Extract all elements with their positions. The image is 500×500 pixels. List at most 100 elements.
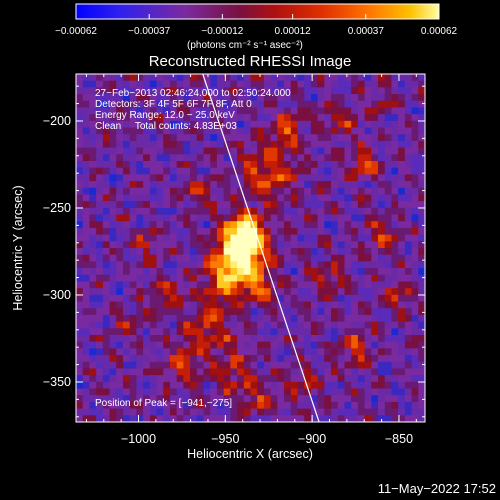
heatmap-cell	[404, 268, 412, 276]
heatmap-cell	[257, 314, 265, 323]
heatmap-cell	[176, 120, 184, 128]
heatmap-cell	[357, 74, 365, 82]
heatmap-cell	[183, 127, 191, 135]
heatmap-cell	[297, 321, 305, 329]
heatmap-cell	[149, 288, 157, 296]
heatmap-cell	[378, 181, 386, 189]
heatmap-cell	[143, 167, 151, 175]
heatmap-cell	[364, 107, 372, 115]
heatmap-cell	[404, 74, 412, 82]
heatmap-cell	[102, 261, 110, 269]
heatmap-cell	[357, 107, 365, 115]
heatmap-cell	[357, 87, 365, 95]
heatmap-cell	[404, 120, 412, 128]
heatmap-cell	[169, 268, 178, 276]
heatmap-cell	[243, 214, 251, 222]
heatmap-cell	[344, 207, 352, 215]
heatmap-cell	[169, 161, 178, 169]
heatmap-cell	[76, 174, 84, 182]
heatmap-cell	[176, 361, 184, 369]
heatmap-cell	[89, 120, 97, 128]
heatmap-cell	[317, 234, 325, 242]
heatmap-cell	[290, 227, 298, 236]
heatmap-cell	[270, 107, 278, 115]
heatmap-cell	[230, 248, 238, 256]
heatmap-cell	[404, 321, 412, 329]
heatmap-cell	[216, 368, 225, 376]
heatmap-cell	[136, 114, 144, 122]
heatmap-cell	[203, 301, 211, 309]
heatmap-cell	[136, 408, 144, 416]
heatmap-cell	[324, 268, 332, 276]
heatmap-cell	[418, 234, 425, 242]
heatmap-cell	[290, 187, 298, 195]
heatmap-cell	[102, 381, 110, 389]
heatmap-cell	[210, 375, 218, 383]
heatmap-cell	[411, 114, 419, 122]
heatmap-cell	[163, 154, 171, 162]
heatmap-cell	[149, 381, 157, 389]
heatmap-cell	[176, 207, 184, 215]
heatmap-cell	[257, 207, 265, 215]
heatmap-cell	[418, 100, 425, 108]
heatmap-cell	[169, 80, 178, 88]
heatmap-cell	[391, 161, 399, 169]
heatmap-cell	[203, 361, 211, 369]
heatmap-cell	[163, 120, 171, 128]
heatmap-cell	[404, 147, 412, 155]
heatmap-cell	[102, 281, 110, 289]
heatmap-cell	[82, 214, 90, 222]
heatmap-cell	[102, 147, 110, 155]
heatmap-cell	[169, 401, 178, 410]
heatmap-cell	[270, 241, 278, 249]
heatmap-cell	[351, 74, 359, 82]
heatmap-cell	[129, 368, 137, 376]
heatmap-cell	[324, 248, 332, 256]
heatmap-cell	[404, 234, 412, 242]
heatmap-cell	[196, 114, 204, 122]
heatmap-cell	[317, 281, 325, 289]
heatmap-cell	[404, 341, 412, 349]
heatmap-cell	[89, 321, 97, 329]
heatmap-cell	[196, 161, 204, 169]
heatmap-cell	[250, 174, 258, 182]
heatmap-cell	[203, 187, 211, 195]
heatmap-cell	[257, 254, 265, 262]
heatmap-cell	[277, 301, 285, 309]
heatmap-cell	[163, 167, 171, 175]
colorbar-unit-label: (photons cm⁻² s⁻¹ asec⁻²)	[187, 40, 303, 51]
heatmap-cell	[398, 114, 406, 122]
heatmap-cell	[243, 87, 251, 95]
heatmap-cell	[116, 281, 124, 289]
heatmap-cell	[230, 207, 238, 215]
heatmap-cell	[257, 301, 265, 309]
colorbar-tick-label: 0.00037	[347, 26, 384, 37]
heatmap-cell	[203, 174, 211, 182]
heatmap-cell	[89, 181, 97, 189]
heatmap-cell	[404, 408, 412, 416]
heatmap-cell	[82, 107, 90, 115]
heatmap-cell	[102, 80, 110, 88]
heatmap-cell	[96, 120, 104, 128]
heatmap-cell	[149, 335, 157, 343]
heatmap-cell	[136, 80, 144, 88]
heatmap-cell	[143, 314, 151, 323]
heatmap-cell	[190, 74, 198, 82]
heatmap-cell	[109, 94, 117, 102]
heatmap-cell	[270, 254, 278, 262]
heatmap-cell	[129, 274, 137, 282]
heatmap-cell	[237, 167, 245, 175]
heatmap-cell	[391, 274, 399, 282]
heatmap-cell	[310, 301, 319, 309]
heatmap-cell	[277, 127, 285, 135]
heatmap-cell	[297, 308, 305, 316]
heatmap-cell	[163, 248, 171, 256]
heatmap-cell	[344, 268, 352, 276]
heatmap-cell	[122, 268, 131, 276]
heatmap-cell	[156, 187, 164, 195]
heatmap-cell	[156, 234, 164, 242]
heatmap-cell	[290, 335, 298, 343]
heatmap-cell	[203, 401, 211, 410]
heatmap-cell	[331, 261, 339, 269]
heatmap-cell	[129, 194, 137, 202]
